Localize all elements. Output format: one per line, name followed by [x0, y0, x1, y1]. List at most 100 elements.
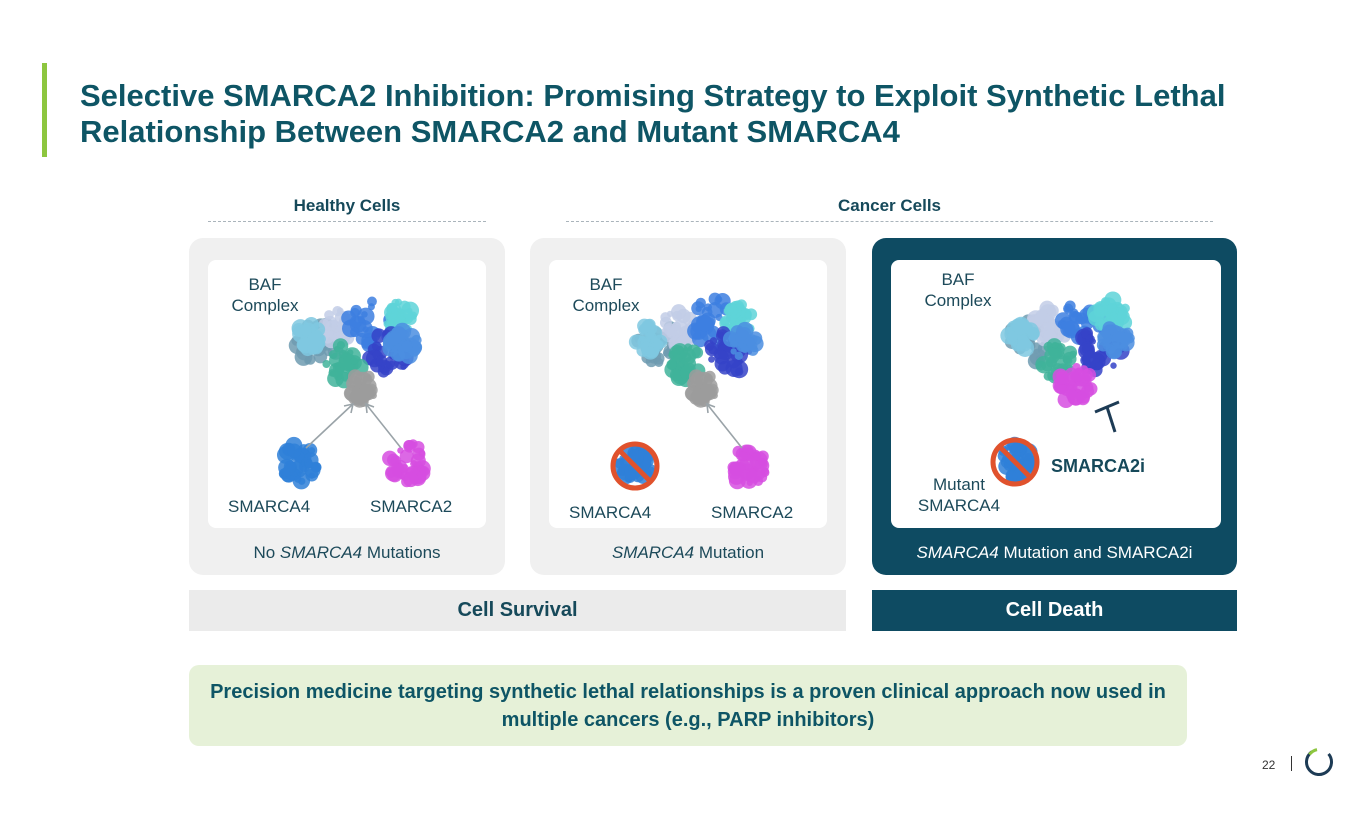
header-cancer-cells: Cancer Cells: [838, 196, 941, 215]
panel-inner: BAF Complex SMARCA2i Mutant SMARCA4: [891, 260, 1221, 528]
protein-texture: [695, 297, 706, 309]
caption-text: Mutations: [362, 543, 441, 562]
protein-texture: [671, 321, 681, 331]
binding-arrow: [706, 402, 743, 449]
protein-texture: [1111, 331, 1129, 349]
protein-texture: [725, 302, 737, 314]
inhibition-symbol: [1094, 400, 1120, 433]
smarca2-label: SMARCA2: [370, 497, 453, 516]
protein-texture: [1005, 471, 1018, 483]
smarca4-label: SMARCA4: [569, 503, 652, 522]
protein-texture: [691, 346, 704, 359]
protein-texture: [371, 328, 387, 344]
protein-texture: [745, 308, 758, 321]
protein-texture: [1056, 372, 1069, 385]
protein-texture: [1100, 328, 1111, 339]
baf-complex-structure: [288, 296, 423, 408]
protein-texture: [400, 363, 407, 370]
footer-divider: [1291, 756, 1292, 771]
protein-texture: [729, 340, 738, 348]
protein-texture: [1026, 329, 1034, 337]
company-logo-ring-icon: [1305, 748, 1333, 776]
protein-texture: [294, 475, 302, 483]
protein-texture: [708, 355, 715, 363]
protein-texture: [336, 333, 343, 340]
protein-texture: [411, 334, 422, 346]
baf-complex-label: BAF Complex: [924, 270, 992, 310]
panel-caption: No SMARCA4 Mutations: [189, 543, 505, 563]
protein-texture: [367, 303, 375, 311]
caption-text: Mutation and SMARCA2i: [998, 543, 1193, 562]
protein-texture: [1110, 362, 1117, 369]
smarca2i-label: SMARCA2i: [1051, 456, 1146, 476]
divider-cancer: [566, 221, 1213, 222]
prohibited-icon: [610, 441, 660, 491]
protein-texture: [696, 315, 713, 332]
baf-complex-label: BAF Complex: [231, 275, 299, 315]
protein-texture: [278, 458, 296, 477]
protein-texture: [385, 330, 402, 346]
protein-texture: [391, 298, 400, 307]
protein-texture: [386, 453, 400, 467]
protein-texture: [300, 324, 312, 337]
protein-texture: [1036, 360, 1047, 371]
protein-texture: [745, 336, 756, 347]
protein-texture: [1051, 341, 1059, 349]
protein-texture: [704, 303, 712, 312]
protein-texture: [705, 383, 719, 397]
protein-texture: [305, 468, 319, 482]
protein-texture: [1064, 305, 1071, 313]
protein-texture: [1062, 351, 1077, 366]
protein-texture: [752, 452, 762, 461]
protein-texture: [729, 461, 745, 477]
title-accent-bar: [42, 63, 47, 157]
protein-texture: [1120, 303, 1130, 313]
protein-texture: [688, 369, 704, 384]
baf-complex-structure: [628, 292, 764, 408]
protein-texture: [1065, 388, 1078, 401]
protein-texture: [338, 349, 348, 359]
protein-texture: [754, 458, 770, 474]
protein-texture: [1082, 350, 1100, 369]
protein-texture: [1108, 345, 1121, 359]
baf-complex-structure: [1000, 291, 1135, 408]
protein-texture: [741, 345, 750, 354]
panel-smarca4-mutation: BAF Complex SMARCA4 SMARCA2 SMARCA4 Muta…: [530, 238, 846, 575]
protein-texture: [403, 471, 419, 488]
callout-text: Precision medicine targeting synthetic l…: [210, 680, 1166, 731]
mutant-smarca4-label: Mutant SMARCA4: [917, 475, 1001, 515]
caption-gene: SMARCA4: [279, 543, 363, 562]
protein-texture: [1107, 303, 1117, 313]
protein-texture: [736, 299, 747, 311]
protein-texture: [401, 340, 413, 353]
protein-texture: [397, 447, 404, 454]
page-number: 22: [1262, 758, 1276, 772]
protein-texture: [357, 315, 365, 323]
protein-texture: [730, 348, 737, 355]
protein-texture: [350, 304, 362, 316]
protein-texture: [403, 439, 416, 453]
smarca2-protein-icon: [382, 439, 431, 488]
protein-texture: [410, 460, 418, 468]
cell-survival-bar: Cell Survival: [189, 590, 846, 631]
smarca2-label: SMARCA2: [711, 503, 794, 522]
protein-texture: [735, 336, 742, 343]
panel-caption: SMARCA4 Mutation: [530, 543, 846, 563]
protein-texture: [734, 351, 743, 360]
protein-texture: [714, 349, 729, 365]
protein-texture: [675, 346, 684, 355]
protein-texture: [419, 466, 429, 476]
protein-texture: [1012, 316, 1031, 335]
protein-texture: [1075, 367, 1083, 375]
smarca4-label: SMARCA4: [228, 497, 311, 516]
protein-texture: [364, 383, 378, 397]
protein-texture: [750, 345, 758, 353]
protein-texture: [1013, 441, 1020, 448]
protein-texture: [1104, 291, 1122, 309]
protein-texture: [336, 307, 344, 315]
protein-texture: [692, 391, 707, 406]
protein-texture: [1046, 304, 1059, 317]
caption-text: No: [253, 543, 280, 562]
callout-box: Precision medicine targeting synthetic l…: [189, 665, 1187, 746]
panel-mutation-and-inhibitor: BAF Complex SMARCA2i Mutant SMARCA4 SMAR…: [872, 238, 1237, 575]
